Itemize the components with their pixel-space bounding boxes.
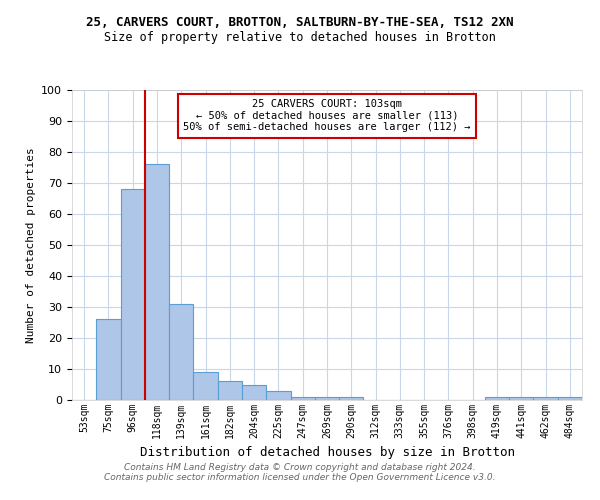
Bar [145,164,169,400]
Y-axis label: Number of detached properties: Number of detached properties [26,147,36,343]
Bar [339,397,364,400]
Bar [315,397,339,400]
Bar [169,304,193,400]
Bar [533,397,558,400]
Bar [266,390,290,400]
Bar [121,189,145,400]
Bar [509,397,533,400]
Text: Size of property relative to detached houses in Brotton: Size of property relative to detached ho… [104,31,496,44]
Text: 25, CARVERS COURT, BROTTON, SALTBURN-BY-THE-SEA, TS12 2XN: 25, CARVERS COURT, BROTTON, SALTBURN-BY-… [86,16,514,29]
Bar [485,397,509,400]
Bar [290,397,315,400]
Bar [193,372,218,400]
Bar [218,382,242,400]
Bar [558,397,582,400]
Bar [242,384,266,400]
Text: Contains HM Land Registry data © Crown copyright and database right 2024.
Contai: Contains HM Land Registry data © Crown c… [104,463,496,482]
Text: 25 CARVERS COURT: 103sqm
← 50% of detached houses are smaller (113)
50% of semi-: 25 CARVERS COURT: 103sqm ← 50% of detach… [183,100,471,132]
X-axis label: Distribution of detached houses by size in Brotton: Distribution of detached houses by size … [139,446,515,460]
Bar [96,320,121,400]
